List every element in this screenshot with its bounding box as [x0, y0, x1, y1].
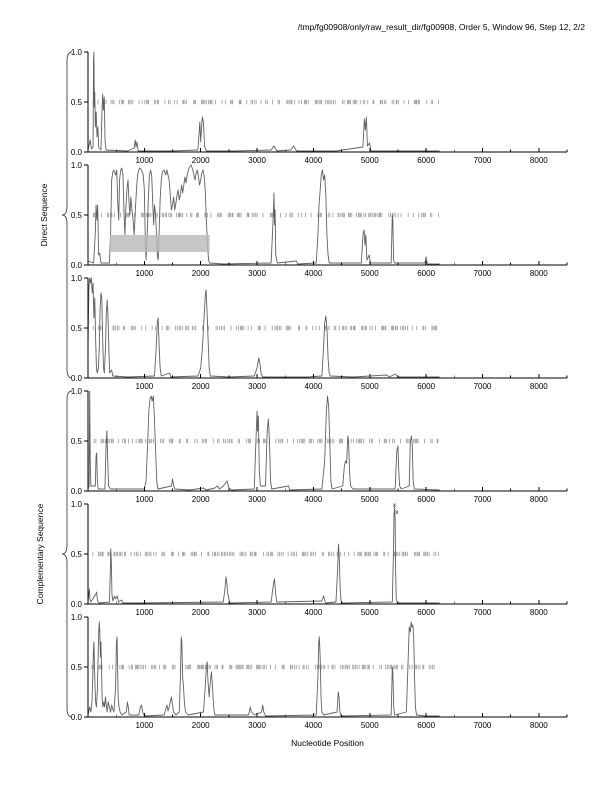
x-tick-label: 3000	[248, 608, 266, 617]
y-tick-label: 1.0	[71, 500, 83, 509]
x-tick-label: 6000	[417, 721, 435, 730]
x-tick-label: 4000	[305, 721, 323, 730]
probability-curve	[87, 51, 440, 152]
panel-axes	[87, 504, 567, 605]
x-tick-label: 7000	[474, 156, 492, 165]
brace-direct-sequence	[61, 51, 73, 379]
x-tick-label: 6000	[417, 382, 435, 391]
y-tick-label: 0.5	[71, 324, 83, 333]
y-tick-label: 0.5	[71, 437, 83, 446]
x-tick-label: 3000	[248, 721, 266, 730]
curve-point-marker: x	[393, 503, 396, 509]
y-tick-label: 0.0	[71, 487, 83, 496]
x-tick-label: 6000	[417, 608, 435, 617]
y-tick-label: 0.5	[71, 98, 83, 107]
brace-complementary-sequence	[61, 390, 73, 718]
panel-direct-3: 0.0 0.5 1.0 1000 2000 3000 4000 5000 6000 7000 800…	[71, 274, 568, 391]
x-tick-label: 1000	[135, 721, 153, 730]
x-tick-label: 3000	[248, 495, 266, 504]
x-tick-label: 7000	[474, 608, 492, 617]
x-tick-label: 5000	[361, 382, 379, 391]
x-tick-label: 4000	[305, 495, 323, 504]
x-tick-label: 1000	[135, 156, 153, 165]
x-tick-label: 4000	[305, 608, 323, 617]
gene-highlight-bar	[109, 235, 210, 252]
probability-curve	[87, 164, 440, 265]
x-tick-label: 5000	[361, 269, 379, 278]
panel-complementary-3: 0.0 0.5 1.0 1000 2000 3000 4000 5000 6000 7000 800…	[71, 613, 568, 730]
x-tick-label: 8000	[530, 495, 548, 504]
x-tick-label: 5000	[361, 721, 379, 730]
x-tick-label: 1000	[135, 495, 153, 504]
codon-markers	[92, 99, 439, 105]
y-tick-label: 0.0	[71, 374, 83, 383]
y-tick-label: 0.0	[71, 261, 83, 270]
probability-curve	[87, 621, 440, 717]
y-tick-label: 0.5	[71, 663, 83, 672]
x-tick-label: 5000	[361, 608, 379, 617]
x-tick-label: 5000	[361, 495, 379, 504]
probability-curve	[87, 390, 440, 491]
x-tick-label: 2000	[192, 495, 210, 504]
x-tick-label: 2000	[192, 269, 210, 278]
x-tick-label: 3000	[248, 269, 266, 278]
x-tick-label: 8000	[530, 156, 548, 165]
y-tick-label: 1.0	[71, 161, 83, 170]
x-tick-label: 4000	[305, 156, 323, 165]
x-tick-label: 2000	[192, 382, 210, 391]
x-axis-title: Nucleotide Position	[291, 738, 364, 748]
x-tick-label: 1000	[135, 269, 153, 278]
y-tick-label: 0.5	[71, 211, 83, 220]
plot-title: /tmp/fg00908/only/raw_result_dir/fg00908…	[297, 22, 585, 32]
x-tick-label: 4000	[305, 269, 323, 278]
codon-markers	[91, 664, 435, 670]
x-tick-label: 1000	[135, 382, 153, 391]
x-tick-label: 8000	[530, 269, 548, 278]
y-tick-label: 0.0	[71, 713, 83, 722]
y-tick-label: 0.0	[71, 600, 83, 609]
x-tick-label: 7000	[474, 269, 492, 278]
panel-complementary-1: x 0.0 0.5 1.0 1000 2000 3000 4000 5000 6000 7000 80…	[71, 387, 568, 516]
x-tick-label: 7000	[474, 721, 492, 730]
y-tick-label: 0.5	[71, 550, 83, 559]
x-tick-label: 6000	[417, 495, 435, 504]
x-tick-label: 6000	[417, 156, 435, 165]
y-tick-label: 0.0	[71, 148, 83, 157]
y-tick-label: 1.0	[71, 48, 83, 57]
x-tick-label: 7000	[474, 382, 492, 391]
codon-markers	[92, 551, 439, 557]
x-tick-label: 2000	[192, 721, 210, 730]
y-tick-label: 1.0	[71, 613, 83, 622]
x-tick-label: 3000	[248, 156, 266, 165]
y-tick-label: 1.0	[71, 274, 83, 283]
panel-direct-2: 0.0 0.5 1.0 1000 2000 3000 4000 5000 6000 7000 800…	[71, 161, 568, 278]
x-tick-label: 3000	[248, 382, 266, 391]
codon-markers	[92, 325, 438, 331]
x-tick-label: 6000	[417, 269, 435, 278]
panel-complementary-2: x 0.0 0.5 1.0 1000 2000 3000 4000 5000 6000 7000 80…	[71, 500, 568, 617]
x-tick-label: 7000	[474, 495, 492, 504]
x-tick-label: 5000	[361, 156, 379, 165]
codon-markers	[93, 438, 439, 444]
x-tick-label: 2000	[192, 608, 210, 617]
panel-direct-1: 0.0 0.5 1.0 1000 2000 3000 4000 5000 6000 7000 800…	[71, 48, 568, 165]
probability-curve	[87, 506, 440, 604]
x-tick-label: 8000	[530, 721, 548, 730]
x-tick-label: 8000	[530, 608, 548, 617]
curve-point-marker: x	[395, 510, 398, 516]
x-tick-label: 8000	[530, 382, 548, 391]
x-tick-label: 2000	[192, 156, 210, 165]
probability-curve	[87, 277, 440, 378]
y-tick-label: 1.0	[71, 387, 83, 396]
x-tick-label: 4000	[305, 382, 323, 391]
x-tick-label: 1000	[135, 608, 153, 617]
